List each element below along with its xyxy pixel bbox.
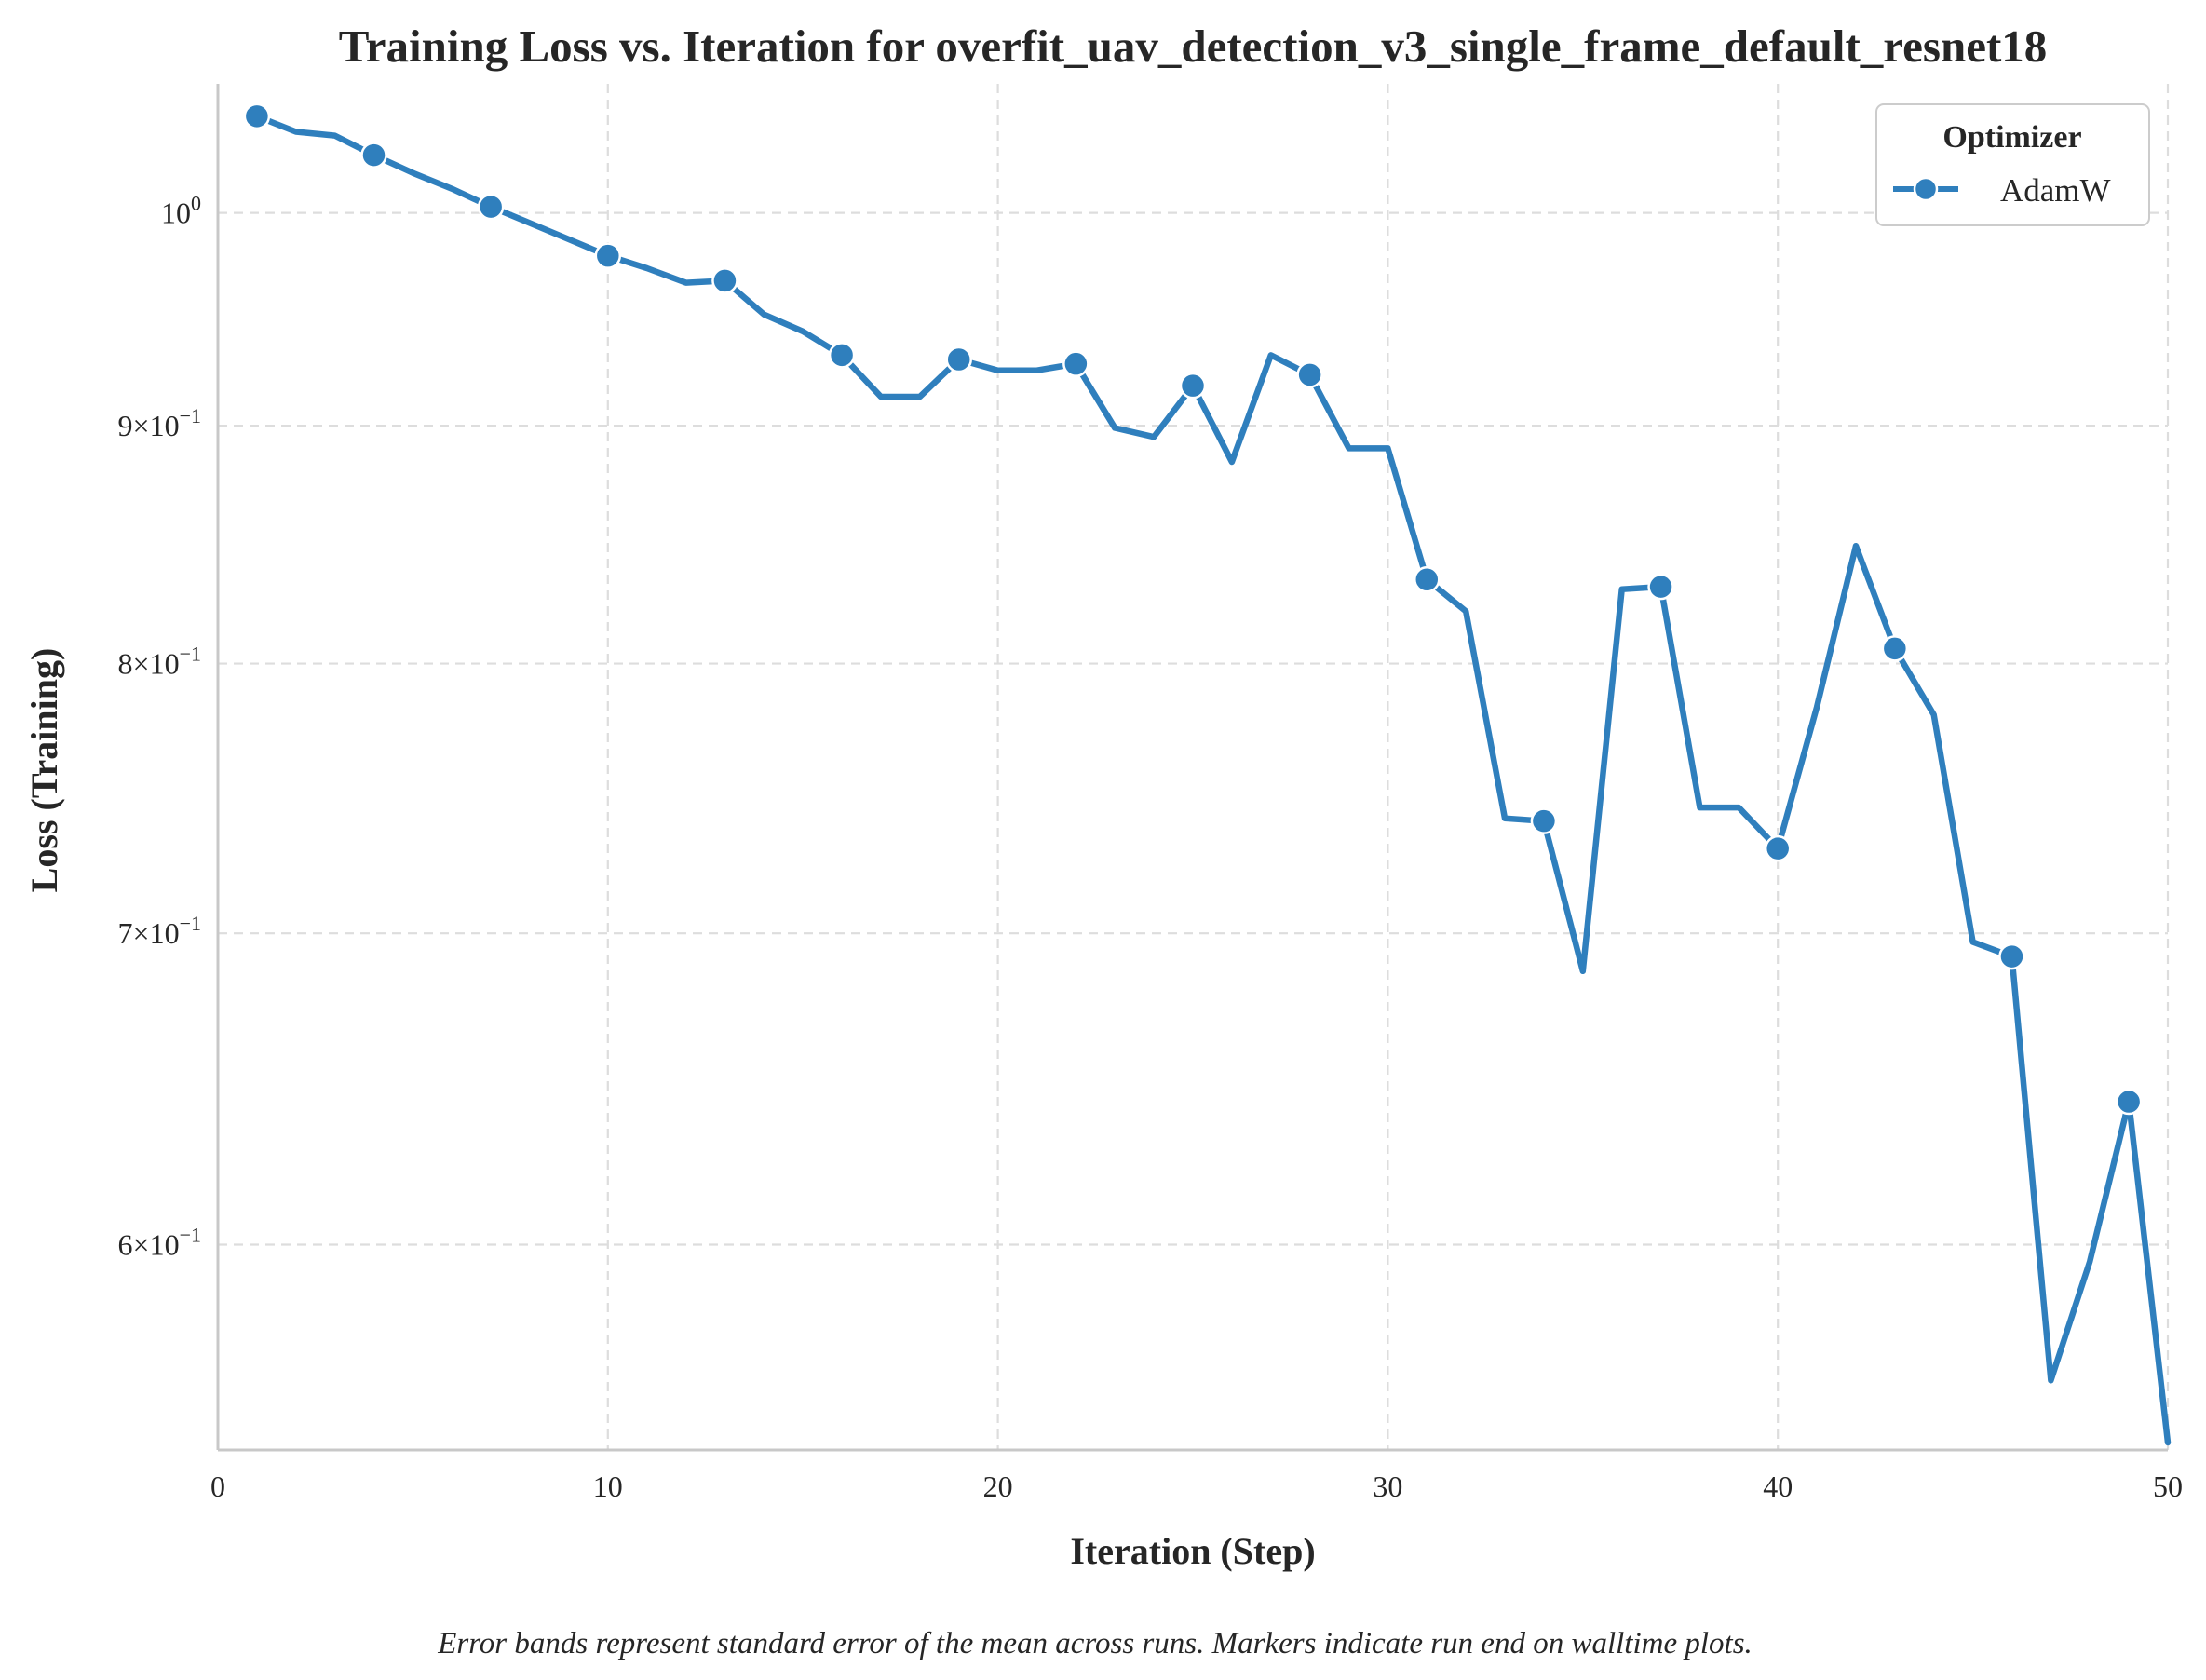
y-tick-label: 100	[161, 192, 201, 230]
legend-entry-adamw: AdamW	[2000, 172, 2111, 209]
series-layer	[243, 102, 2172, 1446]
chart-title: Training Loss vs. Iteration for overfit_…	[339, 20, 2048, 72]
x-tick-label: 40	[1763, 1470, 1793, 1503]
legend-title: Optimizer	[1942, 120, 2081, 155]
y-tick-label: 9×10−1	[118, 404, 201, 442]
grid-layer	[218, 84, 2170, 1450]
series-marker	[243, 102, 271, 130]
axes-layer	[216, 84, 2168, 1452]
series-marker	[1530, 807, 1558, 834]
y-tick-label: 7×10−1	[118, 912, 201, 950]
series-marker	[1296, 361, 1323, 388]
series-marker	[2115, 1088, 2143, 1116]
legend: Optimizer AdamW	[1875, 103, 2150, 226]
series-marker	[1647, 573, 1674, 601]
series-marker	[1998, 942, 2025, 970]
x-tick-label: 0	[210, 1470, 225, 1503]
series-marker	[711, 267, 738, 294]
y-axis-label: Loss (Training)	[23, 648, 65, 893]
series-marker	[1764, 834, 1792, 862]
legend-marker-sample	[1913, 176, 1939, 202]
series-marker	[1881, 635, 1909, 662]
x-axis-label: Iteration (Step)	[1070, 1530, 1315, 1572]
x-tick-label: 10	[593, 1470, 623, 1503]
series-line-adamw	[253, 113, 2172, 1446]
series-marker	[360, 142, 387, 169]
x-tick-label: 50	[2153, 1470, 2183, 1503]
legend-box	[1875, 103, 2150, 226]
series-marker	[594, 242, 622, 269]
series-marker	[945, 345, 972, 373]
series-marker	[1062, 350, 1089, 377]
tick-layer: 0 10 20 30 40 50 100 9×10−1 8×10−1 7×10−1 6×10−1	[118, 192, 2183, 1503]
y-tick-label: 8×10−1	[118, 643, 201, 681]
y-tick-label: 6×10−1	[118, 1224, 201, 1262]
series-marker	[828, 342, 856, 369]
series-marker	[477, 193, 505, 221]
series-marker	[1414, 566, 1441, 593]
chart-caption: Error bands represent standard error of …	[437, 1627, 1753, 1660]
series-marker	[1179, 372, 1207, 400]
x-tick-label: 30	[1373, 1470, 1402, 1503]
x-tick-label: 20	[983, 1470, 1013, 1503]
